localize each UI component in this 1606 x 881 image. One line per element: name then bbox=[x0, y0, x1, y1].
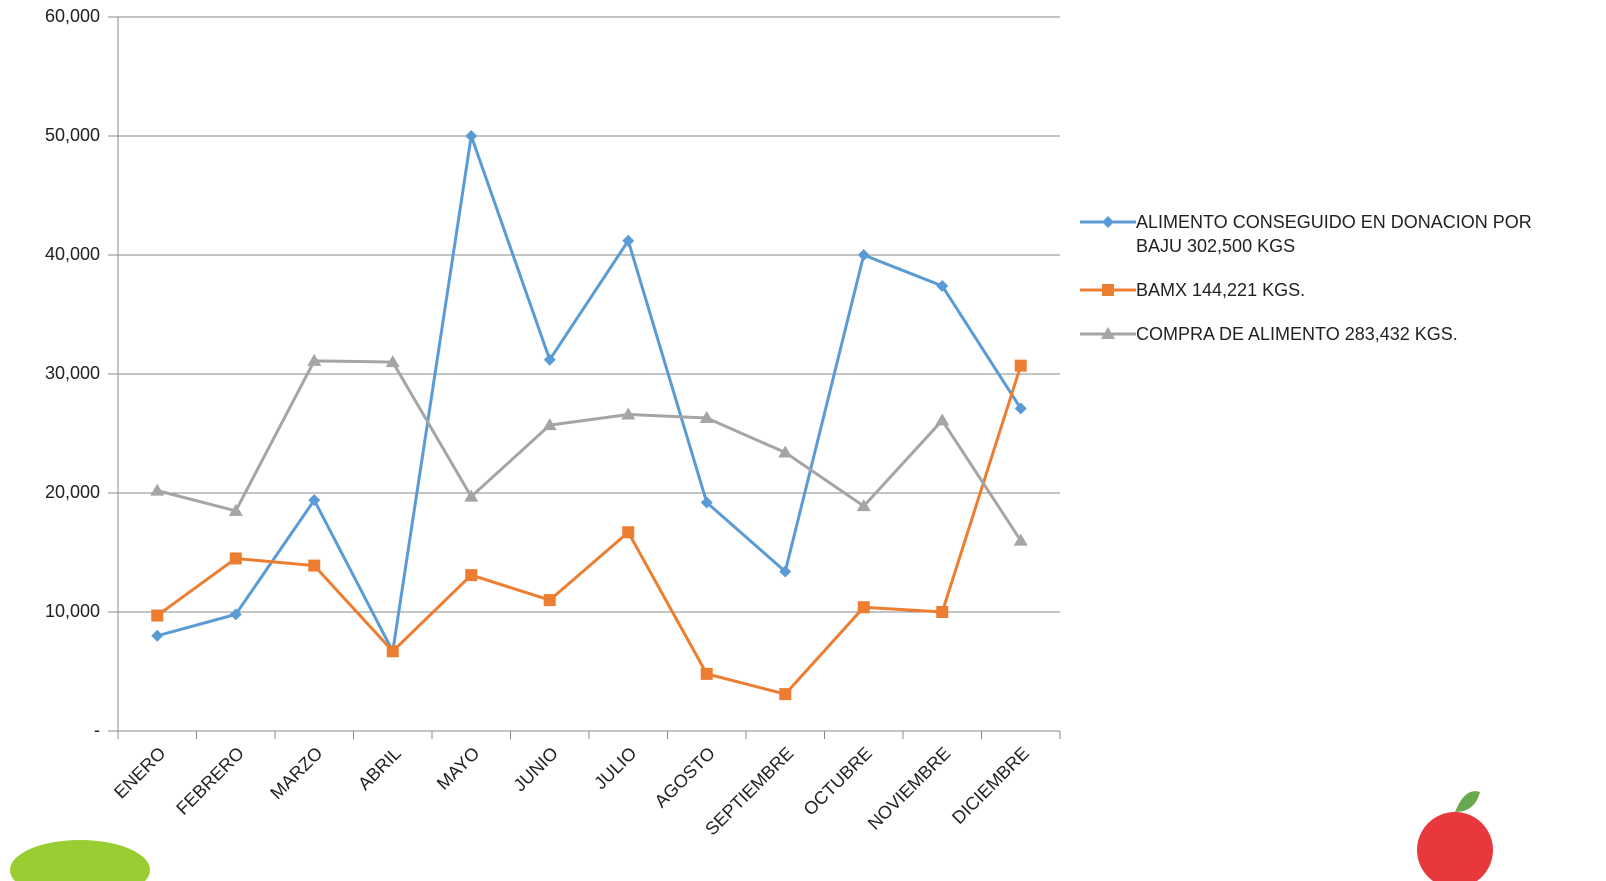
x-tick-label: FEBRERO bbox=[172, 743, 248, 819]
legend-marker bbox=[1102, 284, 1114, 296]
marker bbox=[699, 411, 714, 424]
y-tick-label: - bbox=[94, 720, 100, 740]
marker bbox=[542, 418, 557, 431]
marker bbox=[229, 552, 242, 565]
x-tick-label: OCTUBRE bbox=[800, 743, 876, 819]
series-line bbox=[156, 359, 1023, 542]
legend-label: ALIMENTO CONSEGUIDO EN DONACION POR BAJU… bbox=[1136, 212, 1532, 256]
marker bbox=[543, 353, 556, 366]
marker bbox=[386, 645, 399, 658]
marker bbox=[385, 355, 400, 368]
legend: ALIMENTO CONSEGUIDO EN DONACION POR BAJU… bbox=[1080, 210, 1580, 366]
logo-decoration-left bbox=[10, 840, 150, 881]
legend-item: ALIMENTO CONSEGUIDO EN DONACION POR BAJU… bbox=[1080, 210, 1580, 258]
x-tick-label: NOVIEMBRE bbox=[864, 743, 955, 834]
marker bbox=[1014, 359, 1027, 372]
marker bbox=[622, 526, 635, 539]
x-tick-label: AGOSTO bbox=[651, 743, 719, 811]
legend-item: BAMX 144,221 KGS. bbox=[1080, 278, 1580, 302]
marker bbox=[857, 249, 870, 261]
marker bbox=[308, 559, 321, 572]
marker bbox=[1013, 533, 1028, 546]
marker bbox=[151, 629, 164, 642]
marker bbox=[229, 608, 242, 621]
x-tick-label: ENERO bbox=[110, 743, 169, 802]
y-tick-label: 50,000 bbox=[45, 125, 100, 145]
marker bbox=[622, 234, 635, 247]
marker bbox=[856, 499, 871, 512]
marker bbox=[779, 688, 792, 701]
y-tick-label: 10,000 bbox=[45, 601, 100, 621]
marker bbox=[465, 130, 478, 142]
series-line bbox=[156, 134, 1023, 653]
marker bbox=[857, 601, 870, 614]
x-tick-label: JUNIO bbox=[510, 743, 562, 795]
y-tick-label: 40,000 bbox=[45, 244, 100, 264]
marker bbox=[778, 445, 793, 458]
y-tick-label: 30,000 bbox=[45, 363, 100, 383]
marker bbox=[779, 565, 792, 578]
logo-leaf bbox=[1455, 791, 1480, 812]
legend-marker bbox=[1101, 327, 1115, 339]
legend-item: COMPRA DE ALIMENTO 283,432 KGS. bbox=[1080, 322, 1580, 346]
legend-label: BAMX 144,221 KGS. bbox=[1136, 280, 1306, 300]
marker bbox=[464, 489, 479, 502]
legend-key bbox=[1080, 284, 1136, 296]
marker bbox=[151, 609, 164, 622]
marker bbox=[543, 594, 556, 607]
marker bbox=[308, 494, 321, 507]
marker bbox=[936, 279, 949, 292]
marker bbox=[936, 606, 949, 618]
legend-key bbox=[1080, 327, 1136, 339]
x-tick-label: DICIEMBRE bbox=[948, 743, 1033, 828]
marker bbox=[228, 503, 243, 516]
x-tick-label: JULIO bbox=[590, 743, 640, 793]
legend-label: COMPRA DE ALIMENTO 283,432 KGS. bbox=[1136, 324, 1458, 344]
marker bbox=[700, 667, 713, 680]
marker bbox=[465, 569, 478, 582]
legend-marker bbox=[1102, 216, 1114, 228]
marker bbox=[307, 353, 322, 366]
logo-decoration bbox=[1417, 812, 1493, 881]
y-tick-label: 20,000 bbox=[45, 482, 100, 502]
marker bbox=[621, 407, 636, 420]
marker bbox=[1014, 402, 1027, 415]
legend-key bbox=[1080, 216, 1136, 228]
marker bbox=[935, 413, 950, 426]
marker bbox=[150, 483, 165, 496]
x-tick-label: MARZO bbox=[266, 743, 326, 803]
marker bbox=[700, 496, 713, 509]
x-tick-label: MAYO bbox=[433, 743, 484, 794]
x-tick-label: ABRIL bbox=[354, 743, 405, 794]
y-tick-label: 60,000 bbox=[45, 6, 100, 26]
series-line bbox=[156, 365, 1023, 696]
